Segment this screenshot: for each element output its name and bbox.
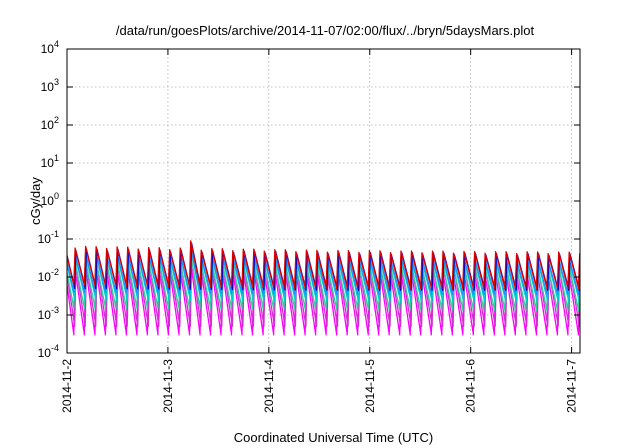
y-axis-label: cGy/day (28, 177, 43, 225)
x-tick-label: 2014-11-4 (262, 359, 276, 413)
x-axis-label: Coordinated Universal Time (UTC) (234, 430, 433, 445)
y-tick-label: 100 (41, 191, 59, 208)
y-tick-label: 102 (41, 115, 59, 132)
y-tick-label: 10-2 (38, 267, 59, 284)
y-tick-label: 101 (41, 153, 59, 170)
x-tick-label: 2014-11-2 (60, 359, 74, 413)
series-group (67, 240, 580, 336)
x-tick-label: 2014-11-5 (363, 359, 377, 413)
x-tick-label: 2014-11-7 (565, 359, 579, 413)
y-tick-label: 103 (41, 77, 59, 94)
x-tick-label: 2014-11-6 (464, 359, 478, 413)
chart-title: /data/run/goesPlots/archive/2014-11-07/0… (116, 23, 535, 38)
y-tick-label: 10-3 (38, 305, 59, 322)
y-tick-label: 10-4 (38, 343, 59, 360)
y-tick-label: 104 (41, 39, 59, 56)
series-line (67, 240, 580, 290)
y-tick-label: 10-1 (38, 229, 59, 246)
axis-ticks: 10-4 10-3 10-2 10-1 100 101 102 103 104 2014-11-2… (38, 39, 580, 413)
x-tick-label: 2014-11-3 (161, 359, 175, 413)
